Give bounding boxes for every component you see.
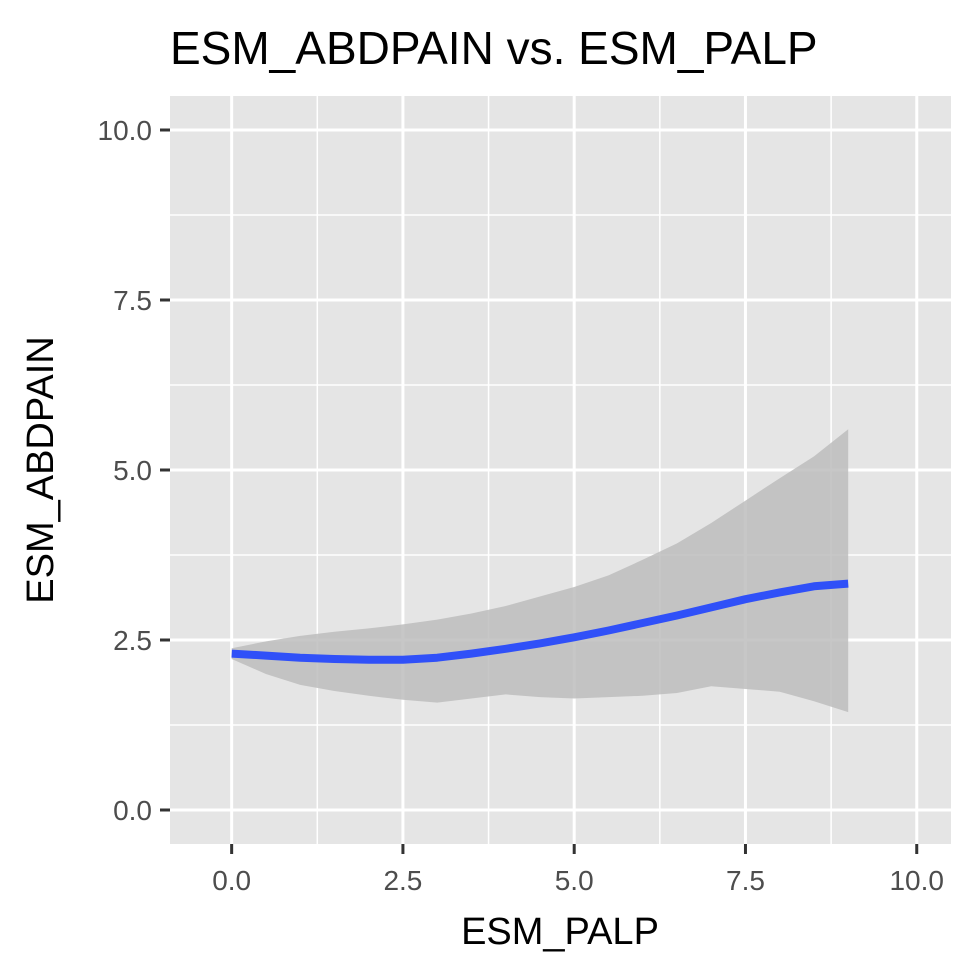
y-tick-label: 5.0 bbox=[113, 455, 152, 486]
smooth-line bbox=[231, 579, 849, 664]
x-tick-label: 2.5 bbox=[383, 865, 422, 896]
x-tick-label: 5.0 bbox=[555, 865, 594, 896]
y-tick-label: 2.5 bbox=[113, 625, 152, 656]
confidence-band bbox=[231, 429, 849, 713]
y-tick-label: 0.0 bbox=[113, 795, 152, 826]
x-tick-label: 10.0 bbox=[889, 865, 944, 896]
chart-title: ESM_ABDPAIN vs. ESM_PALP bbox=[170, 22, 818, 74]
x-axis-title: ESM_PALP bbox=[461, 911, 659, 953]
y-axis: 0.0 2.5 5.0 7.5 10.0 bbox=[98, 115, 170, 826]
y-tick-label: 7.5 bbox=[113, 285, 152, 316]
y-tick-label: 10.0 bbox=[98, 115, 153, 146]
y-axis-title: ESM_ABDPAIN bbox=[20, 336, 62, 603]
x-tick-label: 7.5 bbox=[726, 865, 765, 896]
x-axis: 0.0 2.5 5.0 7.5 10.0 bbox=[212, 844, 944, 896]
x-tick-label: 0.0 bbox=[212, 865, 251, 896]
